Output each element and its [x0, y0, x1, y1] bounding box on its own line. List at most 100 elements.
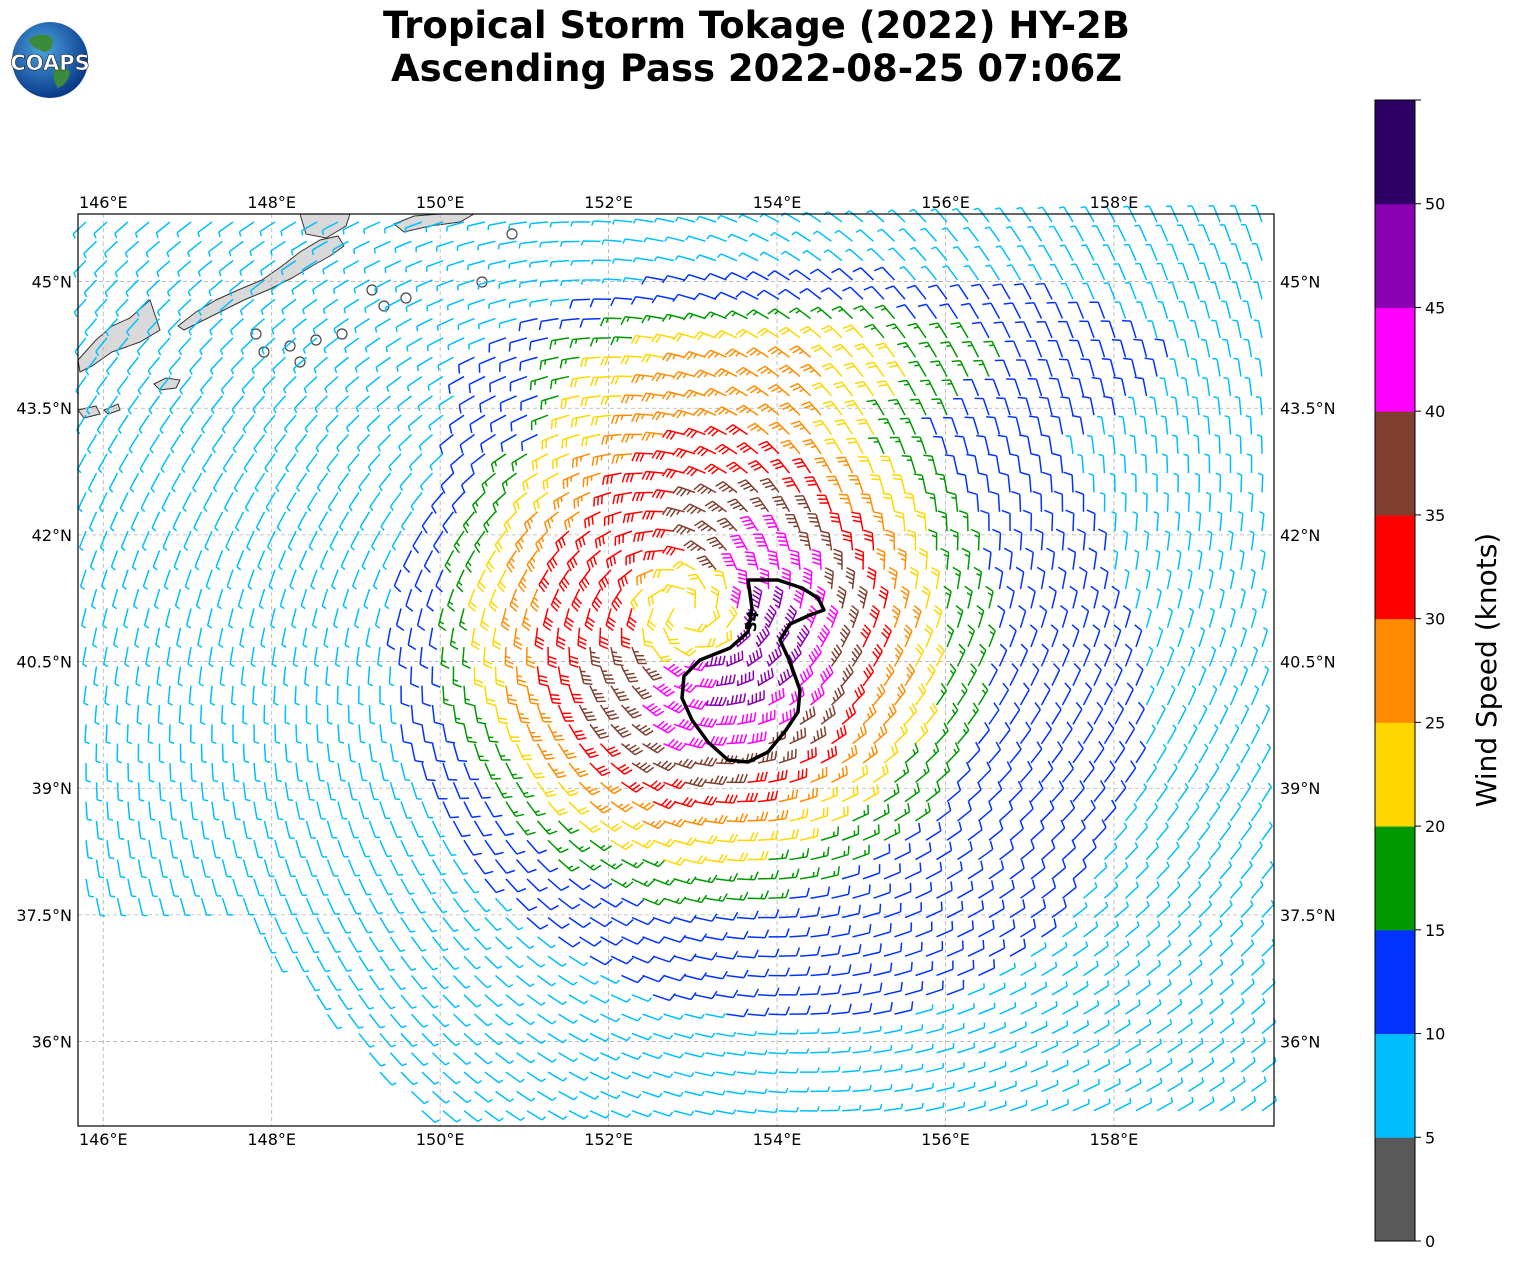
wind-barb — [641, 276, 664, 285]
wind-barb — [1060, 282, 1074, 300]
wind-barb — [832, 343, 854, 358]
colorbar-tick-label: 25 — [1425, 713, 1445, 732]
colorbar-block — [1375, 1137, 1415, 1242]
wind-barb — [714, 291, 738, 300]
wind-barb — [1167, 281, 1179, 300]
wind-barb — [176, 221, 192, 238]
wind-barb — [898, 228, 917, 242]
wind-barb — [134, 221, 150, 239]
colorbar-block — [1375, 203, 1415, 308]
wind-barb — [703, 272, 727, 281]
wind-barb — [589, 298, 612, 308]
wind-barb — [344, 337, 360, 354]
wind-barb — [831, 305, 854, 320]
wind-barb — [497, 240, 517, 250]
wind-barb — [249, 279, 265, 296]
wind-barb — [353, 240, 370, 255]
wind-barb — [1070, 263, 1085, 281]
wind-barb — [1103, 282, 1116, 300]
wind-barb — [960, 302, 980, 319]
wind-barb — [685, 235, 706, 243]
wind-barb — [467, 259, 486, 271]
wind-barb — [600, 356, 622, 366]
wind-barb — [126, 356, 140, 376]
wind-barb — [994, 207, 1011, 223]
wind-barb — [519, 356, 538, 371]
wind-barb — [394, 279, 412, 293]
wind-barb — [1049, 263, 1064, 281]
wind-barb — [952, 245, 969, 262]
wind-barb — [270, 279, 286, 296]
wind-barb — [632, 218, 654, 224]
wind-barb — [993, 321, 1011, 339]
wind-barb — [457, 279, 475, 291]
wind-barb — [508, 221, 528, 230]
wind-barb — [651, 294, 675, 304]
wind-barb — [1091, 225, 1106, 242]
wind-barb — [630, 296, 654, 305]
wind-barb — [831, 267, 853, 281]
wind-barb — [695, 215, 717, 223]
wind-barb — [1046, 301, 1064, 319]
wind-barb — [799, 325, 822, 339]
wind-barb — [425, 259, 444, 272]
wind-barb — [136, 298, 150, 317]
logo-text: COAPS — [10, 51, 89, 75]
wind-barb — [187, 279, 202, 297]
wind-barb — [250, 318, 265, 335]
wind-barb — [239, 298, 255, 316]
wind-barb — [528, 221, 549, 229]
wind-barb — [176, 260, 192, 277]
wind-barb — [1092, 263, 1106, 281]
wind-barb — [106, 356, 119, 376]
wind-barb — [1038, 244, 1053, 262]
wind-barb — [1079, 320, 1095, 339]
wind-barb — [332, 240, 349, 255]
wind-barb — [1006, 264, 1022, 281]
wind-barb — [240, 337, 255, 355]
wind-barb — [1209, 243, 1221, 261]
wind-barb — [746, 347, 769, 358]
wind-barb — [384, 298, 402, 313]
wind-barb — [145, 240, 160, 258]
wind-barb — [1014, 321, 1032, 339]
wind-barb — [1189, 319, 1200, 339]
wind-barb — [334, 356, 349, 374]
wind-barb — [539, 279, 559, 287]
wind-barb — [166, 240, 181, 258]
wind-barb — [1027, 225, 1043, 242]
wind-barb — [866, 209, 885, 223]
wind-barb — [559, 240, 580, 247]
wind-barb — [1230, 243, 1242, 261]
wind-barb — [599, 317, 622, 327]
wind-barb — [549, 221, 570, 228]
wind-barb — [579, 356, 601, 368]
wind-barb — [405, 259, 423, 273]
wind-barb — [94, 298, 108, 317]
wind-barb — [756, 289, 780, 300]
wind-barb — [354, 317, 370, 334]
wind-barb — [1200, 300, 1211, 319]
wind-barb — [416, 356, 433, 372]
wind-barb — [1035, 282, 1053, 300]
wind-barb — [518, 279, 538, 288]
colorbar-tick-label: 0 — [1425, 1232, 1435, 1251]
wind-barb — [951, 207, 969, 223]
calm-wind-circle — [284, 340, 296, 352]
wind-barb — [1070, 225, 1085, 242]
wind-barb — [589, 337, 612, 347]
wind-barb — [611, 258, 633, 264]
wind-barb — [630, 334, 654, 345]
wind-barb — [116, 337, 129, 356]
wind-barb — [622, 277, 643, 283]
wind-barb — [906, 284, 927, 300]
wind-barb — [909, 246, 927, 262]
wind-barb — [125, 279, 140, 298]
wind-barb — [260, 298, 276, 316]
wind-barb — [1013, 283, 1032, 300]
wind-barb — [1168, 319, 1179, 339]
wind-barb — [1025, 302, 1043, 319]
colorbar-tick-label: 50 — [1425, 195, 1445, 214]
wind-barb — [364, 337, 381, 353]
wind-barb — [853, 305, 875, 320]
